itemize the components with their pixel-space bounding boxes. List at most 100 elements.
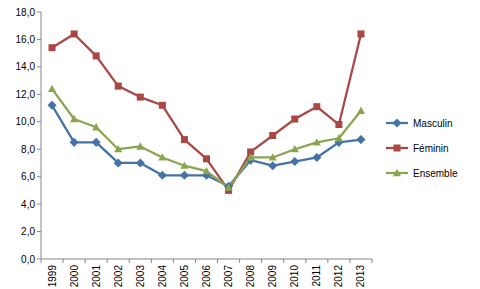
x-tick [85,259,86,263]
series-line [52,34,361,190]
series-marker [291,116,298,123]
series-marker [137,94,144,101]
series-marker [158,171,167,180]
x-tick-label: 2010 [289,265,300,288]
x-tick [173,259,174,263]
x-tick [129,259,130,263]
x-tick-label: 2003 [135,265,146,288]
x-tick-label: 2008 [245,265,256,288]
x-tick [261,259,262,263]
series-marker [114,145,122,152]
series-marker [70,115,78,122]
series-marker [335,134,343,141]
x-tick [372,259,373,263]
series-marker [114,158,123,167]
x-tick-label: 2004 [157,265,168,288]
series-marker [48,85,56,92]
x-tick [239,259,240,263]
x-tick [107,259,108,263]
series-marker [180,161,188,168]
series-marker [159,102,166,109]
series-marker [92,138,101,147]
series-marker [356,135,365,144]
series-marker [180,171,189,180]
x-tick-label: 2006 [201,265,212,288]
x-tick-label: 2000 [69,265,80,288]
series-marker [203,155,210,162]
x-tick [217,259,218,263]
x-tick-label: 2011 [311,265,322,287]
legend-label: Féminin [413,143,449,154]
x-tick [151,259,152,263]
chart-container: 0,02,04,06,08,010,012,014,016,018,019992… [0,0,480,289]
series-marker [225,183,233,190]
x-tick [305,259,306,263]
y-tick [37,94,41,95]
y-tick [37,149,41,150]
series-marker [357,30,364,37]
series-marker [158,153,166,160]
series-marker [357,107,365,114]
y-tick [37,39,41,40]
y-tick-label: 18,0 [16,7,36,18]
series-marker [290,157,299,166]
series-marker [312,153,321,162]
series-marker [268,161,277,170]
y-tick-label: 16,0 [16,34,36,45]
series-marker [181,136,188,143]
y-tick-label: 6,0 [21,171,35,182]
series-marker [136,142,144,149]
series-marker [70,138,79,147]
y-tick [37,259,41,260]
plot-area [47,30,365,193]
y-tick [37,204,41,205]
series-marker [93,52,100,59]
series-marker [202,167,210,174]
x-tick-label: 2009 [267,265,278,288]
legend-marker [393,169,401,176]
x-tick-label: 2002 [113,265,124,288]
x-tick [41,259,42,263]
series-marker [136,158,145,167]
series-marker [247,153,255,160]
series-marker [335,121,342,128]
chart-svg: 0,02,04,06,08,010,012,014,016,018,019992… [0,0,480,289]
series-marker [291,145,299,152]
y-tick-label: 8,0 [21,144,35,155]
series-marker [269,132,276,139]
x-tick [283,259,284,263]
x-tick-label: 2007 [223,265,234,288]
y-tick-label: 4,0 [21,199,35,210]
x-tick-label: 2005 [179,265,190,288]
x-tick [349,259,350,263]
y-tick-label: 12,0 [16,89,36,100]
series-marker [49,44,56,51]
legend-marker [392,118,401,127]
background [0,0,480,289]
y-tick [37,176,41,177]
y-tick-label: 2,0 [21,226,35,237]
y-axis-line [41,12,42,259]
legend-marker [394,145,401,152]
x-axis-line [41,259,372,260]
y-tick [37,66,41,67]
series-marker [115,83,122,90]
series-marker [92,123,100,130]
x-tick-label: 2013 [355,265,366,288]
x-tick-label: 2012 [333,265,344,288]
legend-label: Ensemble [413,168,458,179]
y-tick [37,121,41,122]
series-marker [269,153,277,160]
x-tick [195,259,196,263]
y-tick-label: 0,0 [21,254,35,265]
y-tick-label: 10,0 [16,116,36,127]
series-marker [313,138,321,145]
series-marker [71,30,78,37]
series-marker [47,101,56,110]
x-tick-label: 2001 [91,265,102,288]
y-tick [37,12,41,13]
legend-label: Masculin [413,118,452,129]
x-tick [63,259,64,263]
series-marker [224,182,233,191]
series-marker [313,103,320,110]
